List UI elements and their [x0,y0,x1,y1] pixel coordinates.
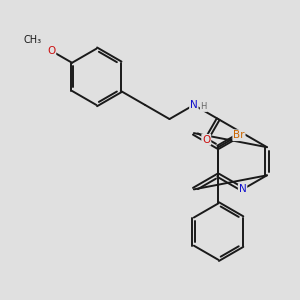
Text: O: O [202,135,210,145]
Text: CH₃: CH₃ [24,35,42,45]
Text: N: N [239,184,247,194]
Text: Br: Br [233,130,245,140]
Text: O: O [47,46,56,56]
Text: H: H [200,102,207,111]
Text: N: N [190,100,198,110]
